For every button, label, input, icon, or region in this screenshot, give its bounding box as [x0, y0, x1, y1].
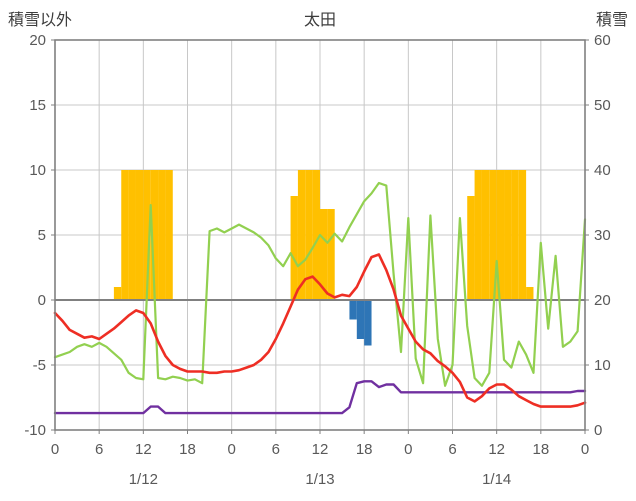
orange-bars-bar	[297, 170, 306, 300]
x-tick-label: 6	[272, 441, 280, 458]
blue-bars-bar	[364, 300, 372, 346]
orange-bars-bar	[518, 170, 527, 300]
x-tick-label: 0	[227, 441, 235, 458]
x-tick-label: 0	[581, 441, 589, 458]
purple-line	[53, 380, 587, 415]
orange-bars-bar	[143, 170, 151, 300]
right-axis-tick-label: 40	[594, 162, 611, 179]
day-label: 1/14	[482, 471, 511, 488]
left-axis-title: 積雪以外	[8, 12, 73, 29]
orange-bars-bar	[511, 170, 519, 300]
x-tick-label: 6	[448, 441, 456, 458]
blue-bars-bar	[349, 300, 357, 320]
x-tick-label: 18	[356, 441, 373, 458]
right-axis-tick-label: 20	[594, 292, 611, 309]
orange-bars-bar	[158, 170, 166, 300]
right-axis-tick-label: 0	[594, 422, 602, 439]
x-tick-label: 12	[312, 441, 329, 458]
orange-bars-bar	[474, 170, 482, 300]
x-tick-label: 12	[488, 441, 505, 458]
right-axis-title: 積雪	[595, 12, 628, 29]
day-label: 1/12	[129, 471, 158, 488]
left-axis-tick-label: 0	[38, 292, 46, 309]
x-tick-label: 18	[179, 441, 196, 458]
x-tick-label: 0	[404, 441, 412, 458]
red-line	[53, 253, 587, 408]
left-axis-tick-label: -10	[24, 422, 46, 439]
orange-bars-bar	[150, 170, 159, 300]
orange-bars-bar	[121, 170, 129, 300]
blue-bars-bar	[356, 300, 365, 339]
orange-bars-bar	[481, 170, 490, 300]
right-axis-tick-label: 50	[594, 97, 611, 114]
orange-bars-bar	[290, 196, 298, 300]
bar-series	[113, 170, 534, 346]
left-axis-tick-label: 10	[29, 162, 46, 179]
orange-bars-bar	[113, 287, 122, 300]
left-axis-tick-label: -5	[33, 357, 46, 374]
x-tick-label: 6	[95, 441, 103, 458]
blue-bars	[349, 300, 372, 346]
x-tick-label: 0	[51, 441, 59, 458]
right-axis-tick-label: 60	[594, 32, 611, 49]
orange-bars	[113, 170, 534, 300]
left-axis-tick-label: 15	[29, 97, 46, 114]
left-axis-tick-label: 20	[29, 32, 46, 49]
station-title: 太田	[303, 12, 336, 29]
orange-bars-bar	[128, 170, 136, 300]
orange-bars-bar	[305, 170, 313, 300]
orange-bars-bar	[165, 170, 173, 300]
orange-bars-bar	[135, 170, 144, 300]
orange-bars-bar	[467, 196, 475, 300]
orange-bars-bar	[327, 209, 335, 300]
left-axis-tick-label: 5	[38, 227, 46, 244]
right-axis-tick-label: 10	[594, 357, 611, 374]
x-tick-label: 12	[135, 441, 152, 458]
orange-bars-bar	[489, 170, 497, 300]
orange-bars-bar	[496, 170, 505, 300]
green-line	[53, 181, 587, 387]
orange-bars-bar	[320, 209, 328, 300]
day-label: 1/13	[305, 471, 334, 488]
orange-bars-bar	[504, 170, 512, 300]
x-tick-label: 18	[532, 441, 549, 458]
right-axis-tick-label: 30	[594, 227, 611, 244]
orange-bars-bar	[526, 287, 534, 300]
orange-bars-bar	[312, 170, 320, 300]
